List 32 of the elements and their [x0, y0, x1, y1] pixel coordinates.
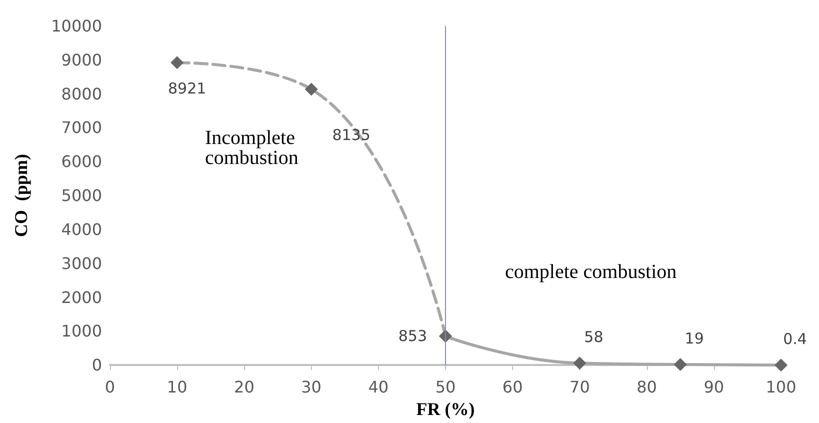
annotation: complete combustion [505, 261, 677, 283]
x-tick-label: 80 [636, 378, 657, 397]
x-tick-label: 60 [502, 378, 523, 397]
data-label: 0.4 [783, 330, 807, 348]
x-tick-label: 10 [166, 378, 188, 397]
y-tick-label: 6000 [61, 152, 102, 172]
x-axis-title: FR (%) [416, 399, 475, 419]
y-tick-label: 10000 [51, 16, 102, 36]
data-label: 853 [398, 327, 427, 346]
y-tick-label: 7000 [61, 118, 102, 138]
x-tick-label: 0 [104, 378, 116, 397]
x-tick-label: 100 [766, 378, 796, 397]
y-tick-label: 0 [92, 356, 102, 375]
x-tick-label: 90 [704, 378, 724, 397]
data-label: 8921 [168, 80, 206, 98]
data-label: 8135 [332, 126, 370, 144]
x-tick-label: 70 [570, 378, 590, 397]
y-axis-title: CO (ppm) [11, 154, 31, 238]
y-tick-label: 1000 [61, 322, 102, 341]
y-tick-label: 3000 [61, 254, 102, 273]
x-tick-label: 50 [435, 378, 456, 397]
annotation: Incomplete combustion [205, 127, 298, 169]
data-label: 58 [584, 328, 604, 346]
y-tick-label: 9000 [61, 50, 102, 70]
y-tick-label: 8000 [61, 84, 102, 104]
x-tick-label: 20 [234, 378, 254, 397]
x-tick-label: 40 [368, 378, 389, 397]
y-tick-label: 5000 [61, 186, 102, 206]
y-tick-label: 4000 [61, 220, 102, 239]
data-label: 19 [684, 329, 704, 348]
y-tick-label: 2000 [61, 288, 102, 307]
x-tick-label: 30 [301, 378, 322, 397]
